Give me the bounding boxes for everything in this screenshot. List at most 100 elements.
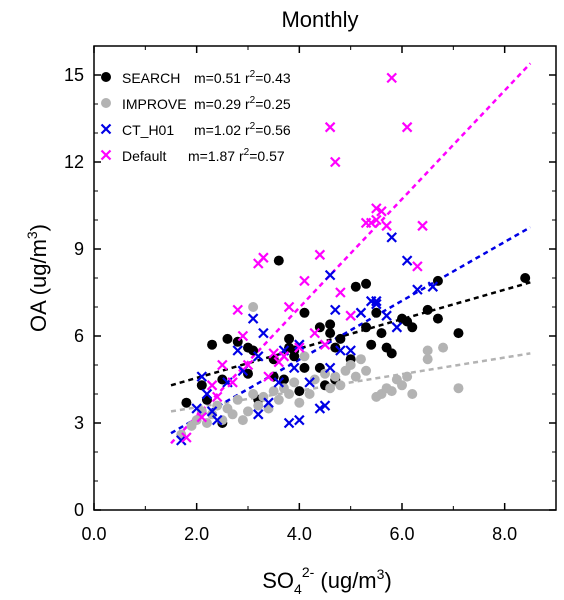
data-point bbox=[268, 386, 279, 397]
data-point bbox=[453, 383, 464, 394]
data-point bbox=[175, 435, 187, 446]
data-point bbox=[288, 362, 300, 374]
chart-title: Monthly bbox=[281, 7, 358, 32]
fit-line bbox=[170, 226, 531, 435]
data-point bbox=[314, 403, 326, 414]
data-point bbox=[196, 411, 208, 423]
data-point bbox=[252, 409, 264, 420]
data-point bbox=[371, 307, 382, 318]
data-point bbox=[242, 359, 254, 371]
data-point bbox=[243, 342, 253, 353]
data-point bbox=[329, 156, 341, 168]
data-point bbox=[207, 339, 218, 350]
data-point bbox=[386, 348, 397, 359]
data-point bbox=[299, 362, 310, 373]
data-points bbox=[175, 72, 531, 446]
plot-frame bbox=[93, 45, 557, 511]
legend-stats: m=0.51 r2=0.43 bbox=[194, 69, 291, 86]
data-point bbox=[283, 301, 295, 313]
x-tick-label: 4.0 bbox=[287, 524, 312, 544]
svg-text:OA (ug/m3): OA (ug/m3) bbox=[24, 224, 51, 332]
legend-stats: m=1.02 r2=0.56 bbox=[194, 121, 291, 138]
data-point bbox=[386, 386, 397, 397]
data-point bbox=[273, 255, 284, 266]
legend-label: Default bbox=[122, 148, 166, 164]
data-point bbox=[453, 328, 464, 339]
y-tick-label: 3 bbox=[74, 413, 84, 433]
data-point bbox=[211, 391, 223, 403]
data-point bbox=[248, 302, 259, 312]
legend-marker bbox=[100, 149, 112, 161]
data-point bbox=[263, 397, 274, 408]
y-tick-label: 12 bbox=[64, 152, 84, 172]
data-point bbox=[273, 377, 285, 388]
data-point bbox=[361, 365, 372, 376]
data-point bbox=[407, 322, 418, 333]
data-point bbox=[247, 313, 259, 324]
x-tick-label: 6.0 bbox=[389, 524, 414, 544]
data-point bbox=[361, 322, 372, 333]
data-point bbox=[253, 400, 264, 411]
data-point bbox=[319, 400, 331, 411]
data-point bbox=[350, 371, 361, 382]
data-point bbox=[227, 409, 238, 420]
data-point bbox=[181, 432, 192, 443]
data-point bbox=[422, 354, 433, 365]
data-point bbox=[243, 368, 253, 379]
data-point bbox=[309, 374, 320, 385]
data-point bbox=[294, 414, 305, 426]
data-point bbox=[309, 327, 321, 339]
fit-lines bbox=[170, 62, 532, 445]
legend-label: SEARCH bbox=[122, 70, 180, 86]
legend-marker bbox=[100, 123, 112, 135]
data-point bbox=[520, 273, 531, 283]
x-tick-label: 0.0 bbox=[81, 524, 106, 544]
data-point bbox=[273, 394, 284, 405]
data-point bbox=[206, 380, 218, 391]
data-point bbox=[407, 389, 418, 399]
data-point bbox=[381, 220, 392, 232]
data-point bbox=[319, 339, 331, 350]
data-point bbox=[258, 252, 269, 263]
data-point bbox=[376, 328, 387, 339]
data-point bbox=[335, 333, 346, 344]
data-point bbox=[217, 374, 228, 385]
data-point bbox=[227, 377, 238, 388]
y-tick-label: 6 bbox=[74, 326, 84, 346]
data-point bbox=[361, 278, 372, 289]
data-point bbox=[345, 360, 356, 370]
data-point bbox=[289, 351, 300, 362]
series-default bbox=[181, 72, 428, 443]
data-point bbox=[217, 415, 228, 426]
data-point bbox=[325, 328, 336, 339]
data-point bbox=[181, 397, 192, 408]
data-point bbox=[371, 298, 382, 310]
data-point bbox=[232, 345, 244, 356]
data-point bbox=[412, 284, 423, 295]
data-point bbox=[366, 339, 377, 350]
data-point bbox=[206, 406, 218, 417]
data-point bbox=[284, 333, 295, 344]
axis-ticks: 0.0 2.0 4.0 6.0 8.0 0 3 6 9 12 15 bbox=[64, 46, 556, 544]
data-point bbox=[432, 313, 443, 324]
data-point bbox=[325, 319, 336, 330]
data-point bbox=[350, 281, 361, 292]
data-point bbox=[196, 380, 207, 391]
data-point bbox=[304, 377, 315, 388]
data-point bbox=[386, 72, 398, 84]
data-point bbox=[211, 414, 223, 426]
data-point bbox=[324, 362, 336, 374]
data-point bbox=[422, 345, 433, 356]
data-point bbox=[289, 377, 300, 388]
data-point bbox=[201, 388, 213, 400]
data-point bbox=[294, 342, 305, 353]
data-point bbox=[299, 307, 310, 318]
data-point bbox=[412, 261, 423, 272]
data-point bbox=[284, 389, 295, 399]
data-point bbox=[330, 371, 341, 382]
data-point bbox=[237, 415, 248, 426]
legend-stats: m=1.87 r2=0.57 bbox=[188, 147, 285, 164]
data-point bbox=[438, 342, 449, 353]
y-tick-label: 9 bbox=[74, 239, 84, 259]
